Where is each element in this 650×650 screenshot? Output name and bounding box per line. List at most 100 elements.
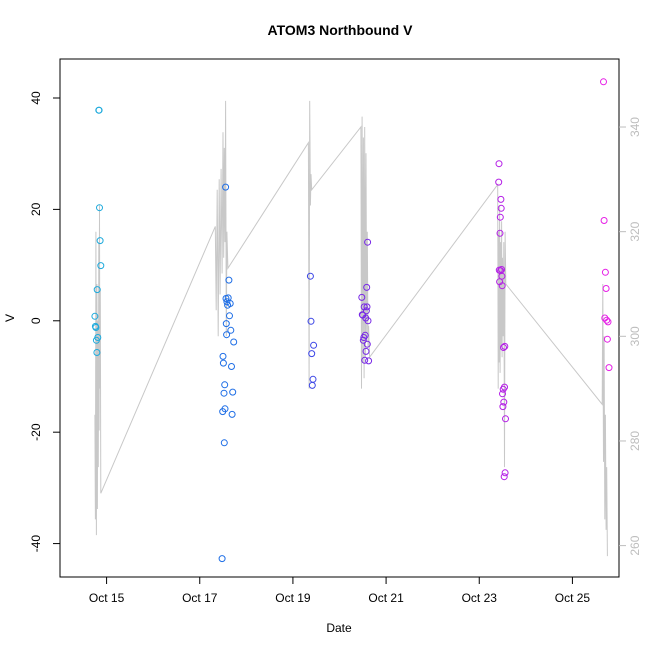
data-point — [363, 283, 371, 291]
chart-title: ATOM3 Northbound V — [268, 22, 414, 38]
x-axis-label: Date — [326, 621, 352, 635]
data-point — [501, 469, 509, 477]
data-point — [308, 350, 316, 358]
data-point — [601, 268, 609, 276]
data-point — [501, 342, 509, 350]
data-point — [361, 331, 369, 339]
data-point — [308, 381, 316, 389]
x-tick-label: Oct 23 — [462, 591, 498, 605]
data-point — [603, 335, 611, 343]
data-point — [496, 213, 504, 221]
data-point — [226, 312, 233, 320]
y2-tick-label: 340 — [628, 117, 642, 137]
data-point — [230, 338, 238, 346]
points-layer — [91, 78, 613, 563]
data-point — [226, 300, 234, 307]
data-point — [221, 381, 229, 389]
data-point — [223, 331, 231, 339]
data-point — [218, 555, 226, 563]
y2-tick-label: 320 — [628, 221, 642, 241]
x-tick-label: Oct 25 — [555, 591, 591, 605]
data-point — [500, 344, 507, 351]
data-point — [92, 324, 100, 331]
y-axis-label: V — [3, 314, 17, 322]
series-group — [495, 160, 509, 481]
data-point — [499, 390, 506, 398]
data-point — [362, 347, 370, 355]
data-point — [95, 106, 103, 114]
data-point — [229, 388, 237, 396]
data-point — [498, 272, 506, 280]
y-tick-label: 20 — [29, 202, 43, 216]
y2-line-layer — [94, 100, 608, 557]
data-point — [306, 272, 314, 280]
data-point — [225, 276, 233, 284]
plot-frame — [59, 58, 620, 578]
data-point — [97, 262, 105, 270]
series-group — [358, 238, 373, 365]
data-point — [498, 266, 506, 273]
data-point — [500, 473, 508, 481]
data-point — [497, 204, 505, 212]
data-point — [500, 398, 508, 406]
data-point — [364, 238, 372, 246]
data-point — [600, 78, 607, 86]
data-point — [223, 298, 231, 306]
y-tick-label: 0 — [29, 317, 43, 324]
data-point — [497, 195, 505, 203]
y-tick-label: -20 — [29, 423, 43, 441]
data-point — [365, 357, 373, 365]
data-point — [501, 383, 508, 391]
data-point — [228, 410, 236, 418]
y-axis: -40 -20 0 20 40 — [29, 91, 60, 552]
y2-tick-label: 300 — [628, 326, 642, 346]
data-point — [604, 318, 612, 326]
data-point — [309, 375, 317, 383]
data-point — [93, 286, 101, 294]
x-tick-label: Oct 15 — [89, 591, 125, 605]
y-tick-label: -40 — [29, 535, 43, 553]
data-point — [498, 282, 506, 290]
data-point — [363, 303, 371, 311]
x-tick-label: Oct 21 — [368, 591, 404, 605]
data-point — [358, 293, 366, 301]
data-point — [362, 307, 370, 315]
data-point — [220, 389, 228, 397]
series-group — [91, 106, 105, 356]
y2-series-line — [94, 100, 608, 557]
data-point — [360, 303, 368, 311]
data-point — [603, 316, 611, 324]
data-point — [499, 403, 507, 411]
x-tick-label: Oct 17 — [182, 591, 218, 605]
data-point — [361, 356, 369, 364]
data-point — [91, 312, 99, 320]
data-point — [222, 183, 230, 191]
data-point — [495, 178, 503, 186]
data-point — [363, 340, 371, 348]
data-point — [496, 229, 504, 237]
data-point — [502, 415, 509, 423]
y2-tick-label: 260 — [628, 535, 642, 555]
x-axis: Oct 15 Oct 17 Oct 19 Oct 21 Oct 23 Oct 25 — [89, 577, 591, 605]
x-tick-label: Oct 19 — [275, 591, 311, 605]
data-point — [94, 334, 102, 341]
series-group — [306, 272, 318, 389]
data-point — [219, 352, 227, 360]
data-point — [219, 359, 227, 367]
y2-tick-label: 280 — [628, 431, 642, 451]
data-point — [220, 439, 228, 447]
data-point — [364, 317, 372, 325]
data-point — [495, 160, 503, 168]
data-point — [93, 349, 101, 356]
series-group — [218, 183, 238, 563]
data-point — [605, 364, 613, 372]
data-point — [602, 285, 610, 292]
y2-axis: 260 280 300 320 340 — [619, 117, 642, 556]
data-point — [228, 363, 235, 370]
data-point — [221, 405, 229, 413]
data-point — [96, 204, 103, 212]
data-point — [310, 341, 318, 349]
data-point — [307, 317, 315, 325]
data-point — [227, 326, 235, 334]
